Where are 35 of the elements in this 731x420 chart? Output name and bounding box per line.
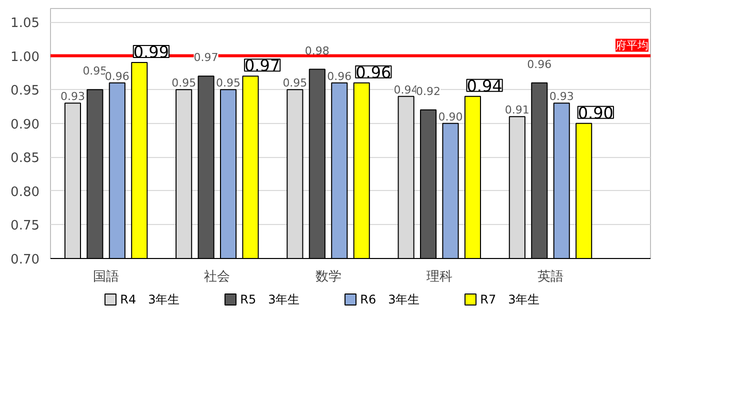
- y-tick-label: 0.80: [10, 184, 40, 200]
- data-label: 0.96: [356, 62, 392, 82]
- data-label: 0.90: [438, 110, 463, 124]
- legend-label: R4 3年生: [120, 292, 180, 306]
- x-tick-label: 英語: [538, 270, 564, 284]
- data-label: 0.95: [172, 76, 196, 90]
- data-label: 0.90: [578, 103, 614, 122]
- data-label: 0.91: [504, 104, 530, 117]
- data-label: 0.94: [466, 76, 502, 96]
- data-label: 0.96: [527, 58, 552, 71]
- data-label: 0.92: [416, 84, 441, 98]
- y-tick-label: 1.00: [10, 50, 40, 65]
- legend-label: R7 3年生: [480, 292, 540, 306]
- data-label: 0.95: [282, 76, 308, 90]
- y-tick-label: 0.70: [10, 252, 40, 268]
- data-label: 0.98: [304, 44, 330, 58]
- ref-line-label: 府平均: [616, 38, 648, 52]
- data-label: 0.93: [549, 90, 574, 104]
- x-tick-label: 社会: [204, 270, 230, 284]
- x-tick-label: 数学: [315, 270, 342, 284]
- x-tick-label: 理科: [426, 270, 452, 284]
- y-tick-label: 0.75: [10, 218, 40, 234]
- y-tick-label: 0.90: [10, 117, 40, 132]
- data-label: 0.95: [216, 76, 241, 90]
- data-label: 0.97: [194, 51, 218, 64]
- x-tick-label: 国語: [93, 270, 120, 284]
- legend-label: R6 3年生: [360, 292, 420, 306]
- y-tick-label: 1.05: [10, 16, 40, 32]
- legend-label: R5 3年生: [240, 292, 300, 306]
- data-label: 0.96: [104, 70, 130, 83]
- data-label: 0.96: [327, 70, 352, 83]
- y-tick-label: 0.95: [10, 84, 40, 99]
- data-label: 0.97: [244, 56, 280, 76]
- data-label: 0.93: [60, 90, 85, 104]
- y-tick-label: 0.85: [10, 151, 40, 166]
